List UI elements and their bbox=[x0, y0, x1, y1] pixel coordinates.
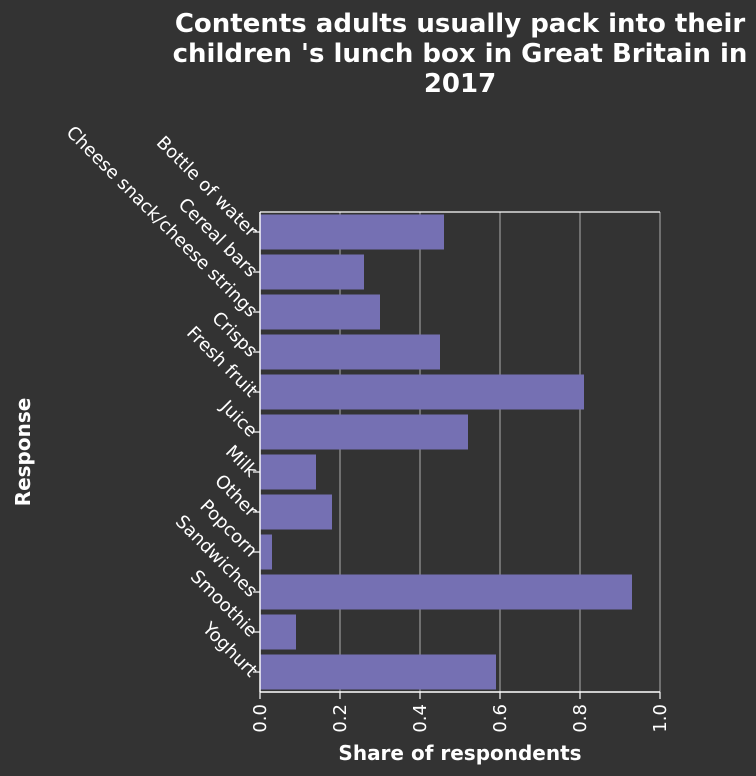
bar bbox=[260, 575, 632, 610]
x-tick-label: 0.0 bbox=[250, 704, 271, 733]
chart-title-line-1: Contents adults usually pack into their bbox=[175, 9, 746, 39]
chart-title-line-3: 2017 bbox=[424, 69, 496, 99]
chart-title-line-2: children 's lunch box in Great Britain i… bbox=[173, 39, 748, 69]
x-tick-label: 1.0 bbox=[650, 704, 671, 733]
bar bbox=[260, 335, 440, 370]
bar bbox=[260, 255, 364, 290]
y-axis-title: Response bbox=[11, 398, 35, 507]
bars bbox=[260, 215, 632, 690]
bar bbox=[260, 655, 496, 690]
bar bbox=[260, 615, 296, 650]
bar bbox=[260, 295, 380, 330]
x-tick-label: 0.6 bbox=[490, 704, 511, 733]
x-tick-label: 0.4 bbox=[410, 704, 431, 733]
y-tick-label: Juice bbox=[216, 396, 262, 442]
x-tick-label: 0.2 bbox=[330, 704, 351, 733]
x-tick-label: 0.8 bbox=[570, 704, 591, 733]
bar bbox=[260, 455, 316, 490]
bar bbox=[260, 535, 272, 570]
bar bbox=[260, 495, 332, 530]
x-axis-title: Share of respondents bbox=[338, 741, 581, 765]
bar bbox=[260, 415, 468, 450]
bar bbox=[260, 375, 584, 410]
bar bbox=[260, 215, 444, 250]
